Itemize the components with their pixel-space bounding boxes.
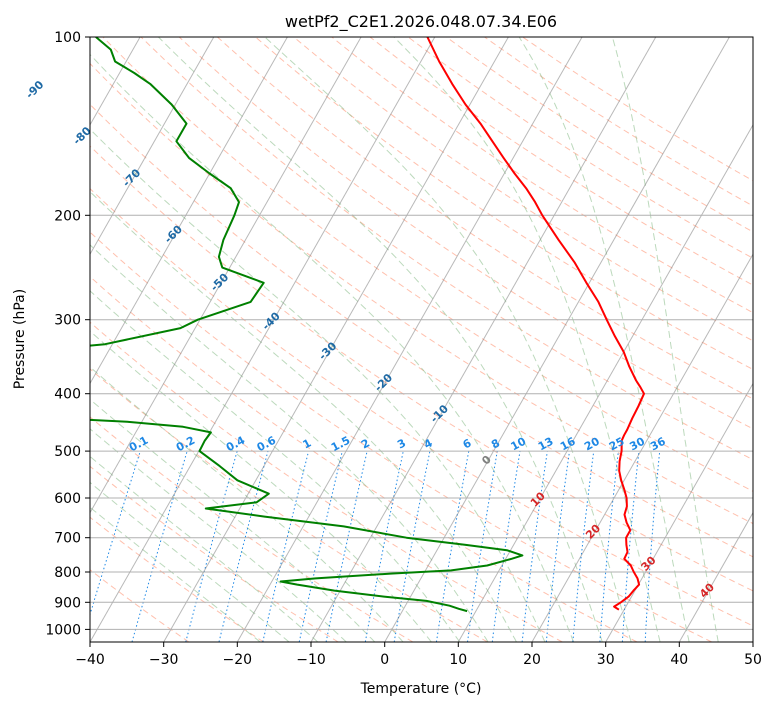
mixing-ratio-line <box>467 451 498 642</box>
mixing-ratio-line <box>185 450 238 642</box>
mixing-ratio-label: 20 <box>582 435 602 454</box>
isotherm-line <box>310 37 657 642</box>
x-tick-label: −10 <box>296 652 326 668</box>
isotherm-line <box>605 382 753 642</box>
dry-adiabat-line <box>90 569 190 642</box>
y-tick-label: 400 <box>54 387 81 403</box>
moist-adiabat-line <box>90 455 319 642</box>
mixing-ratio-line <box>599 451 619 642</box>
isotherm-line <box>90 37 288 385</box>
y-tick-label: 1000 <box>45 622 81 638</box>
x-tick-label: 40 <box>670 652 688 668</box>
moist-adiabat-line <box>90 506 261 642</box>
mixing-ratio-line <box>131 450 188 642</box>
isotherm-line <box>90 37 436 642</box>
moist-adiabats <box>90 37 719 642</box>
x-axis-label: Temperature (°C) <box>360 681 482 697</box>
x-tick-label: −30 <box>149 652 179 668</box>
x-tick-label: −20 <box>223 652 253 668</box>
y-tick-label: 300 <box>54 313 81 329</box>
y-tick-label: 200 <box>54 208 81 224</box>
mixing-ratio-line <box>491 451 521 642</box>
plot-background <box>90 37 753 642</box>
mixing-ratio-line <box>218 450 269 642</box>
mixing-ratio-lines <box>90 450 661 642</box>
dry-adiabat-line <box>90 275 638 642</box>
y-axis-label: Pressure (hPa) <box>12 289 28 389</box>
isotherm-line <box>90 37 362 514</box>
dry-adiabat-line <box>90 187 753 627</box>
y-tick-label: 100 <box>54 30 81 46</box>
mixing-ratio-line <box>298 450 343 642</box>
x-tick-label: −40 <box>75 652 105 668</box>
y-tick-label: 800 <box>54 565 81 581</box>
dry-adiabat-line <box>293 37 753 342</box>
moist-adiabat-line <box>264 37 632 642</box>
mixing-ratio-line <box>545 451 570 642</box>
isotherm-line <box>457 123 753 642</box>
moist-adiabat-line <box>90 191 517 642</box>
profile-lines <box>90 37 645 613</box>
dry-adiabat-line <box>102 37 753 492</box>
y-tick-label: 700 <box>54 531 81 547</box>
dry-adiabat-line <box>140 37 753 461</box>
mixing-ratio-line <box>572 451 595 642</box>
mixing-ratio-line <box>262 450 310 642</box>
moist-adiabat-line <box>158 37 603 642</box>
dry-adiabat-line <box>90 62 753 525</box>
plot-frame <box>89 36 754 643</box>
mixing-ratio-label: 10 <box>509 435 529 454</box>
x-axis-ticks: −40 −30 −20 −10 0 10 20 30 40 50 <box>75 642 762 668</box>
moist-adiabat-line <box>518 37 690 642</box>
dry-adiabat-line <box>331 37 753 314</box>
x-tick-label: 20 <box>523 652 541 668</box>
mixing-ratio-label: 25 <box>607 435 627 454</box>
x-tick-label: 30 <box>597 652 615 668</box>
y-tick-label: 600 <box>54 491 81 507</box>
dry-adiabat-line <box>90 145 753 592</box>
moist-adiabat-line <box>90 398 376 642</box>
x-tick-label: 50 <box>744 652 762 668</box>
moist-adiabat-line <box>90 481 290 642</box>
mixing-ratio-label: 36 <box>648 435 668 454</box>
dry-adiabat-line <box>90 103 753 558</box>
dry-adiabat-line <box>178 37 753 430</box>
dry-adiabat-line <box>90 321 563 642</box>
isotherm-line <box>531 253 753 642</box>
mixing-ratio-line <box>521 451 548 642</box>
dewpoint-profile-line <box>90 37 524 613</box>
moist-adiabat-line <box>393 37 661 642</box>
x-tick-label: 10 <box>449 652 467 668</box>
dry-adiabat-line <box>90 465 339 642</box>
x-tick-label: 0 <box>380 652 389 668</box>
moist-adiabat-line <box>90 366 404 642</box>
temperature-profile-line <box>426 37 645 611</box>
isotherm-line <box>236 37 583 642</box>
y-axis-ticks: 100 200 300 400 500 600 700 800 900 1000 <box>45 30 90 638</box>
isotherm-line <box>678 511 753 642</box>
isotherm-line <box>163 37 509 642</box>
mixing-ratio-label: 30 <box>627 435 647 454</box>
mixing-ratio-line <box>621 451 640 642</box>
mixing-ratio-label: 16 <box>558 435 578 454</box>
dry-adiabat-line <box>90 516 264 642</box>
dry-adiabat-line <box>90 231 712 642</box>
y-tick-label: 900 <box>54 595 81 611</box>
y-tick-label: 500 <box>54 444 81 460</box>
moist-adiabat-line <box>90 53 575 642</box>
mixing-ratio-line <box>325 450 368 642</box>
chart-title: wetPf2_C2E1.2026.048.07.34.E06 <box>285 12 557 32</box>
moist-adiabat-line <box>90 244 489 642</box>
mixing-ratio-label: 13 <box>536 435 556 454</box>
isotherm-line <box>90 37 215 256</box>
moist-adiabat-line <box>611 37 719 642</box>
